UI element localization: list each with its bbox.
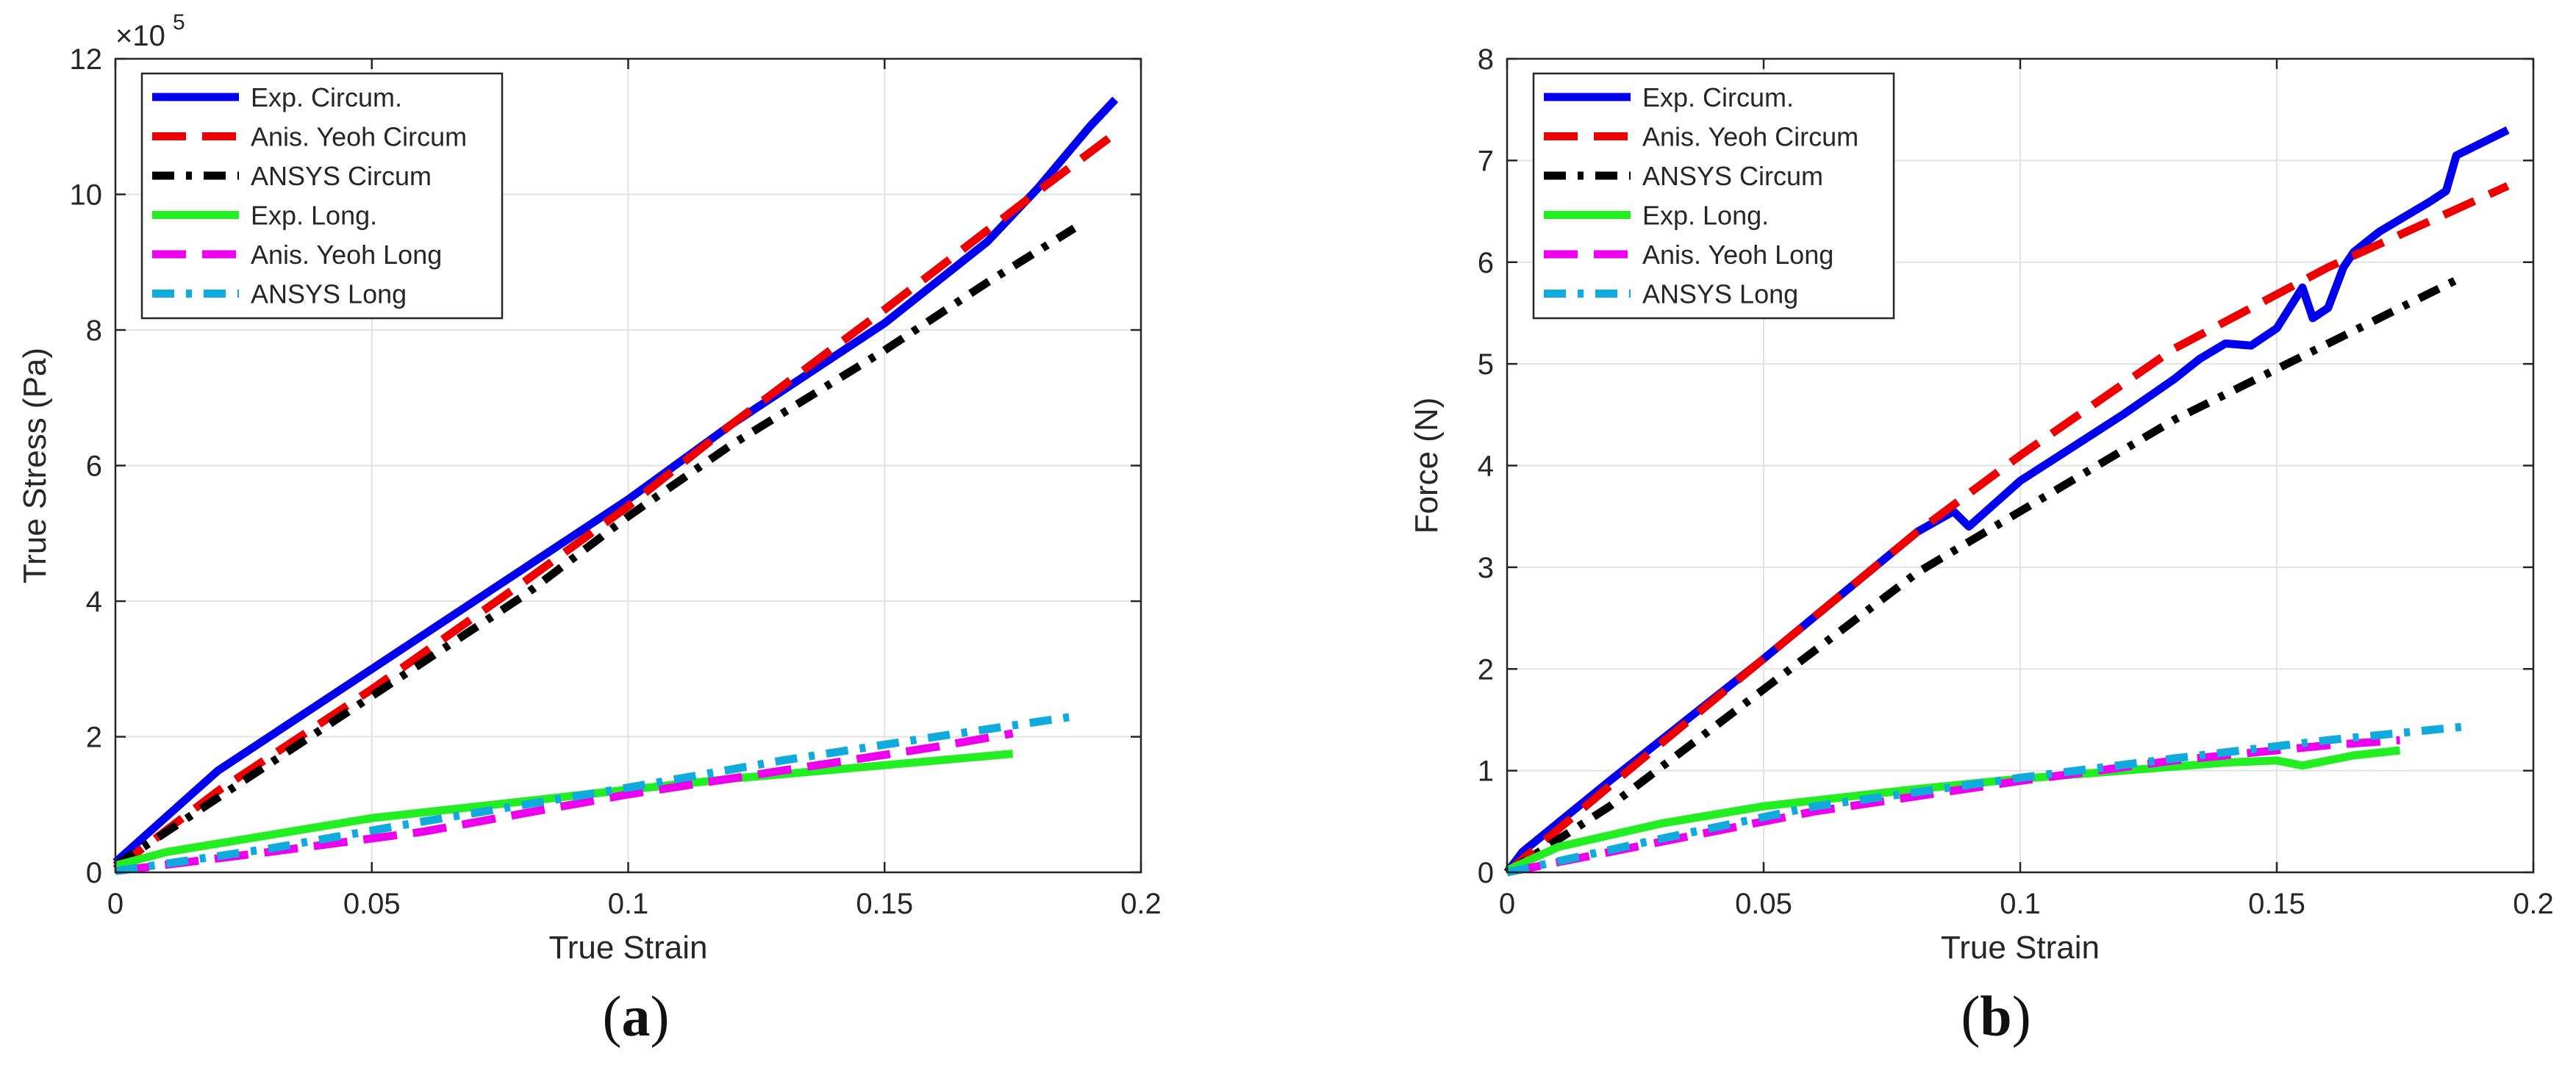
x-tick-label: 0.15 (856, 888, 913, 920)
legend-entry-label: Exp. Circum. (251, 82, 402, 112)
legend-box (140, 72, 504, 320)
legend-entry-label: ANSYS Long (251, 279, 407, 309)
y-tick-label: 2 (1478, 653, 1494, 686)
y-tick-label: 3 (1478, 552, 1494, 584)
x-tick-label: 0.05 (343, 888, 401, 920)
y-tick-label: 5 (1478, 348, 1494, 381)
y-tick-label: 0 (86, 857, 102, 889)
panel-label-b: (b) (1961, 984, 2031, 1048)
y-tick-label: 8 (86, 315, 102, 347)
legend-entry-label: Anis. Yeoh Circum (251, 122, 467, 152)
y-tick-label: 1 (1478, 755, 1494, 788)
x-tick-label: 0.15 (2248, 888, 2305, 920)
x-tick-label: 0.05 (1735, 888, 1792, 920)
axis-exponent-power: 5 (173, 10, 185, 35)
legend-entry-label: Exp. Long. (1642, 201, 1769, 231)
legend-entry-label: ANSYS Circum (251, 161, 432, 191)
y-tick-label: 4 (1478, 451, 1494, 483)
y-axis-label: Force (N) (1409, 398, 1445, 534)
axis-exponent: ×10 (115, 20, 165, 52)
y-tick-label: 0 (1478, 857, 1494, 889)
y-tick-label: 4 (86, 586, 102, 618)
x-tick-label: 0.2 (2513, 888, 2554, 920)
x-tick-label: 0 (1499, 888, 1515, 920)
legend-entry-label: Anis. Yeoh Circum (1642, 122, 1858, 152)
panel-label-a: (a) (602, 984, 670, 1048)
y-tick-label: 12 (70, 43, 103, 76)
series-line-ansys-circum (112, 224, 1077, 869)
legend-entry-label: Exp. Circum. (1642, 82, 1794, 112)
x-tick-label: 0 (107, 888, 124, 920)
x-tick-label: 0.1 (608, 888, 649, 920)
y-tick-label: 2 (86, 722, 102, 754)
legend-entry-label: ANSYS Long (1642, 279, 1798, 309)
y-tick-label: 6 (86, 451, 102, 483)
x-tick-label: 0.2 (1120, 888, 1162, 920)
legend-box (1532, 72, 1895, 320)
series-line-ansys-long (115, 712, 1076, 875)
x-axis-label: True Strain (1941, 930, 2100, 966)
x-tick-label: 0.1 (2000, 888, 2041, 920)
y-tick-label: 10 (70, 179, 103, 212)
y-tick-label: 8 (1478, 43, 1494, 76)
chart-panel-b: 0 0.05 0.1 0.15 0.2 0 1 2 3 4 5 6 7 8 True Strain Force… (1409, 43, 2554, 966)
series-line-anis-yeoh-circum (112, 130, 1118, 872)
series-line-ansys-long (1506, 722, 2462, 877)
series-line-anis-yeoh-circum (1504, 182, 2510, 876)
x-axis-label: True Strain (548, 930, 707, 966)
y-tick-label: 6 (1478, 247, 1494, 279)
y-tick-label: 7 (1478, 145, 1494, 177)
series-line-ansys-circum (1505, 273, 2464, 876)
legend-entry-label: ANSYS Circum (1642, 161, 1823, 191)
chart-panel-a: 0 0.05 0.1 0.15 0.2 0 2 4 6 8 10 12 True Strain True … (17, 10, 1162, 966)
legend-entry-label: Anis. Yeoh Long (251, 240, 442, 270)
y-axis-label: True Stress (Pa) (17, 348, 53, 584)
legend-entry-label: Exp. Long. (251, 201, 377, 231)
legend-entry-label: Anis. Yeoh Long (1642, 240, 1833, 270)
